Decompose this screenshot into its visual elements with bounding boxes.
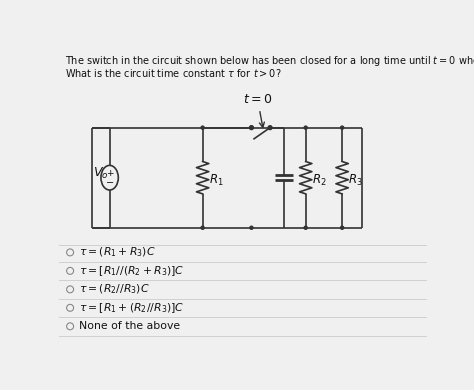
Text: $R_2$: $R_2$ [312,173,327,188]
Circle shape [250,126,253,129]
Circle shape [250,226,253,229]
Text: $R_3$: $R_3$ [348,173,363,188]
Circle shape [201,126,204,129]
Circle shape [268,126,272,129]
Text: +: + [106,169,113,178]
Text: None of the above: None of the above [79,321,180,331]
Text: $t = 0$: $t = 0$ [243,93,273,128]
Circle shape [201,226,204,229]
Circle shape [341,226,344,229]
Text: The switch in the circuit shown below has been closed for a long time until $t =: The switch in the circuit shown below ha… [65,55,474,69]
Text: $V_o$: $V_o$ [92,166,108,181]
Text: What is the circuit time constant $\tau$ for $t > 0$?: What is the circuit time constant $\tau$… [65,67,282,79]
Text: $\tau = [R_1//(R_2 + R_3)]C$: $\tau = [R_1//(R_2 + R_3)]C$ [79,264,184,278]
Text: $R_1$: $R_1$ [209,173,223,188]
Circle shape [304,126,307,129]
Text: −: − [106,178,114,188]
Circle shape [341,126,344,129]
Circle shape [249,126,254,129]
Text: $\tau = (R_1 + R_3)C$: $\tau = (R_1 + R_3)C$ [79,246,155,259]
Text: $\tau = (R_2//R_3)C$: $\tau = (R_2//R_3)C$ [79,282,149,296]
Circle shape [304,226,307,229]
Text: $\tau = [R_1 + (R_2//R_3)]C$: $\tau = [R_1 + (R_2//R_3)]C$ [79,301,184,315]
